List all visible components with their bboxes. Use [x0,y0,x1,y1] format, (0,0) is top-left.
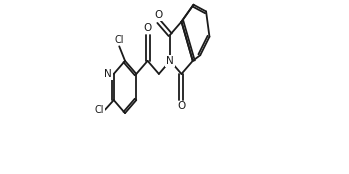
Text: O: O [177,101,186,111]
Text: N: N [166,56,174,66]
Text: Cl: Cl [114,35,124,45]
Text: O: O [155,10,163,20]
Text: Cl: Cl [95,105,104,115]
Text: O: O [143,23,152,33]
Text: N: N [104,69,112,79]
